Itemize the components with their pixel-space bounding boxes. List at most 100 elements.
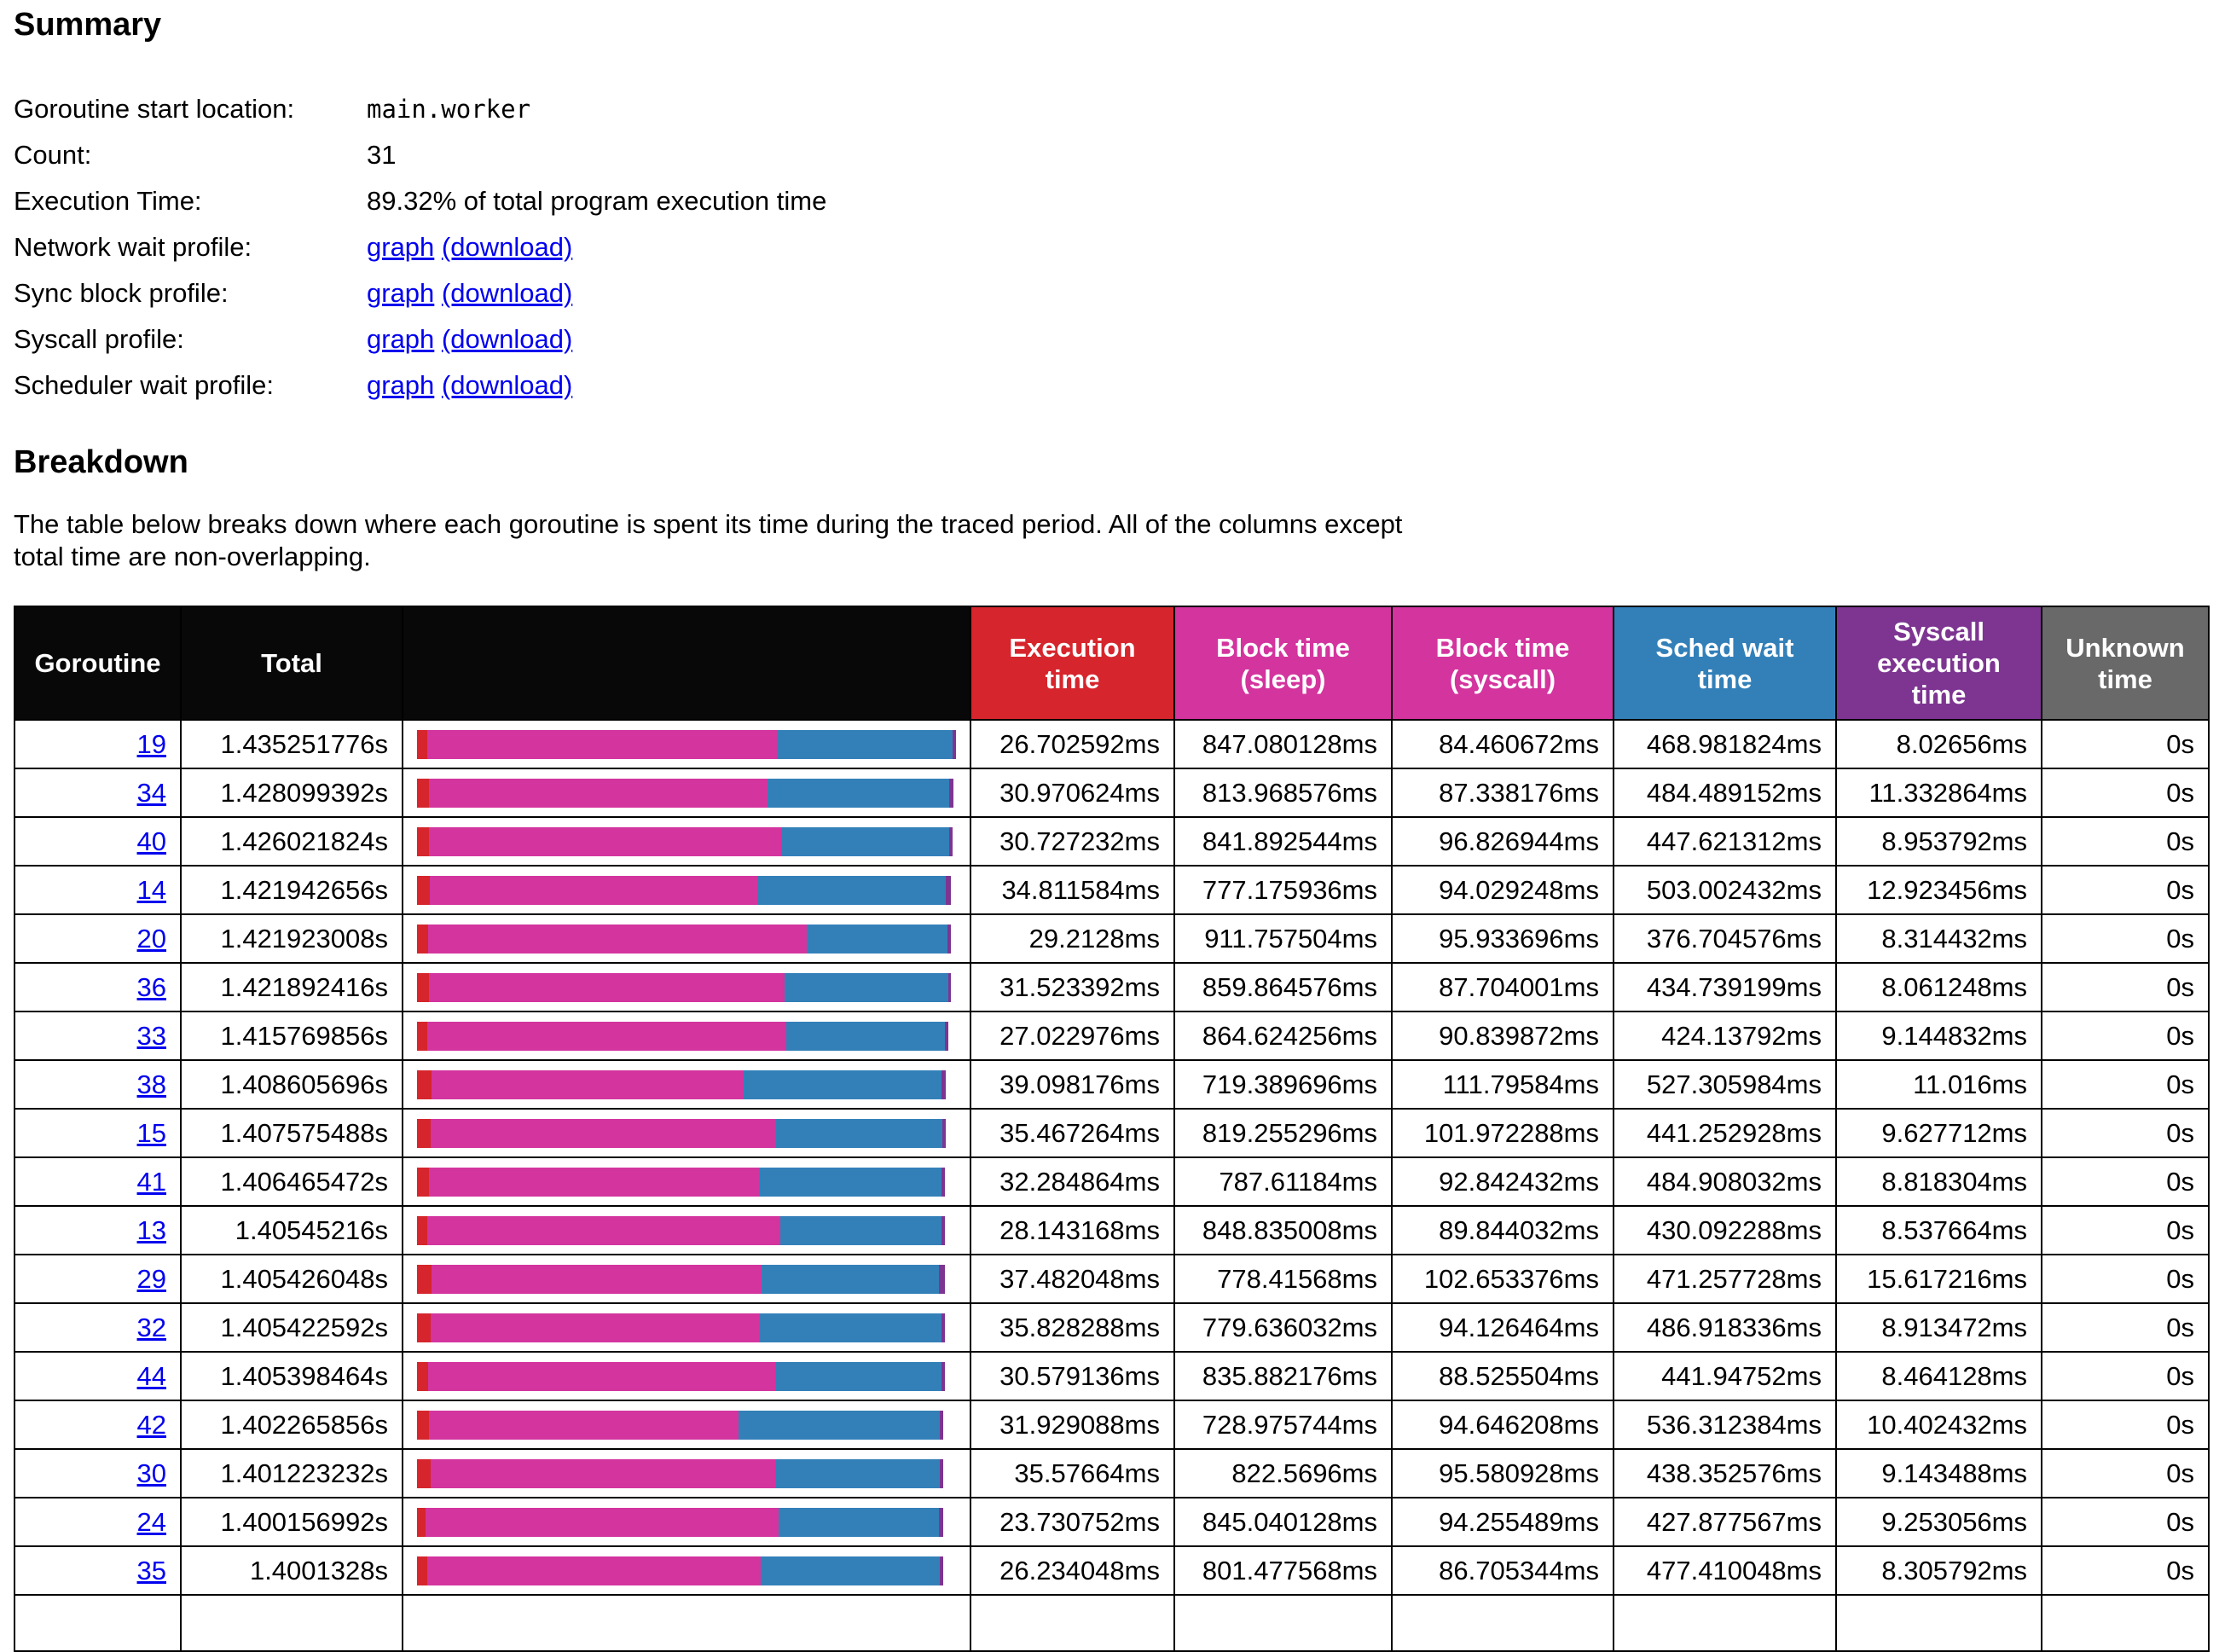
bar-cell <box>402 768 971 818</box>
goroutine-link[interactable]: 13 <box>136 1215 166 1245</box>
goroutine-cell: 34 <box>14 768 182 818</box>
scheduler-wait-graph-link[interactable]: graph <box>367 370 435 400</box>
block-time-sleep-cell: 845.040128ms <box>1173 1497 1393 1547</box>
execution-time-cell: 28.143168ms <box>970 1205 1175 1255</box>
goroutine-cell: 40 <box>14 816 182 867</box>
block-time-sleep-cell: 778.41568ms <box>1173 1254 1393 1304</box>
syscall-execution-time-cell: 8.818304ms <box>1835 1156 2042 1207</box>
goroutine-link[interactable]: 15 <box>136 1118 166 1148</box>
goroutine-link[interactable]: 24 <box>136 1507 166 1537</box>
goroutine-link[interactable]: 33 <box>136 1021 166 1051</box>
goroutine-link[interactable]: 32 <box>136 1313 166 1342</box>
execution-time-cell: 31.929088ms <box>970 1400 1175 1450</box>
goroutine-link[interactable]: 44 <box>136 1361 166 1391</box>
time-breakdown-bar <box>417 729 956 759</box>
block-syscall-bar-segment <box>721 875 757 905</box>
sched-wait-bar-segment <box>756 875 947 905</box>
total-cell: 1.421923008s <box>180 913 403 964</box>
syscall-execution-time-cell: 9.627712ms <box>1835 1108 2042 1158</box>
sched-wait-bar-segment <box>774 1458 940 1488</box>
total-cell: 1.405426048s <box>180 1254 403 1304</box>
bar-cell <box>402 1545 971 1596</box>
sched-wait-bar-segment <box>758 1313 941 1342</box>
total-cell: 1.4001328s <box>180 1545 403 1596</box>
execution-time-cell: 37.482048ms <box>970 1254 1175 1304</box>
breakdown-description: The table below breaks down where each g… <box>14 508 2219 573</box>
block-syscall-bar-segment <box>746 1215 780 1245</box>
goroutine-start-location-value: main.worker <box>367 95 531 124</box>
block-syscall-bar-segment <box>734 778 768 808</box>
sched-wait-time-cell: 503.002432ms <box>1613 865 1837 915</box>
goroutine-link[interactable]: 40 <box>136 826 166 856</box>
table-row: 19 1.435251776s 26.702592ms 847.080128ms… <box>14 719 2210 769</box>
summary-row-count: Count: 31 <box>14 132 826 178</box>
time-breakdown-bar <box>417 1215 956 1245</box>
goroutine-link[interactable]: 20 <box>136 924 166 954</box>
goroutine-cell: 24 <box>14 1497 182 1547</box>
syscall-exec-bar-segment <box>941 1313 945 1342</box>
goroutine-link[interactable]: 36 <box>136 972 166 1002</box>
block-time-sleep-cell: 777.175936ms <box>1173 865 1393 915</box>
sync-block-graph-link[interactable]: graph <box>367 278 435 308</box>
sync-block-download-link[interactable]: (download) <box>441 278 573 308</box>
table-row: 36 1.421892416s 31.523392ms 859.864576ms… <box>14 962 2210 1012</box>
goroutine-link[interactable]: 35 <box>136 1556 166 1585</box>
syscall-graph-link[interactable]: graph <box>367 324 435 354</box>
network-wait-download-link[interactable]: (download) <box>441 232 573 262</box>
syscall-exec-bar-segment <box>938 1264 945 1294</box>
summary-table: Goroutine start location: main.worker Co… <box>14 86 826 409</box>
block-syscall-bar-segment <box>751 1021 786 1051</box>
block-time-sleep-cell: 787.61184ms <box>1173 1156 1393 1207</box>
count-value: 31 <box>367 140 397 170</box>
execution-time-cell: 27.022976ms <box>970 1011 1175 1061</box>
scheduler-wait-download-link[interactable]: (download) <box>441 370 573 400</box>
block-sleep-bar-segment <box>426 729 745 759</box>
total-cell: 1.405422592s <box>180 1302 403 1353</box>
col-header-block-time-sleep: Block time (sleep) <box>1173 606 1393 721</box>
goroutine-cell: 15 <box>14 1108 182 1158</box>
sched-wait-time-cell: 471.257728ms <box>1613 1254 1837 1304</box>
block-sleep-bar-segment <box>426 1507 744 1537</box>
block-time-sleep-cell: 911.757504ms <box>1173 913 1393 964</box>
block-sleep-bar-segment <box>426 1556 728 1585</box>
syscall-download-link[interactable]: (download) <box>441 324 573 354</box>
block-time-syscall-cell: 88.525504ms <box>1391 1351 1614 1401</box>
network-wait-graph-link[interactable]: graph <box>367 232 435 262</box>
block-time-sleep-cell: 848.835008ms <box>1173 1205 1393 1255</box>
block-time-sleep-cell: 822.5696ms <box>1173 1448 1393 1498</box>
goroutine-link[interactable]: 14 <box>136 875 166 905</box>
syscall-execution-time-cell: 9.144832ms <box>1835 1011 2042 1061</box>
sched-wait-time-cell: 424.13792ms <box>1613 1011 1837 1061</box>
block-syscall-bar-segment <box>723 1264 762 1294</box>
summary-row-start-location: Goroutine start location: main.worker <box>14 86 826 132</box>
goroutine-link[interactable]: 29 <box>136 1264 166 1294</box>
sched-wait-bar-segment <box>776 729 953 759</box>
goroutine-link[interactable]: 42 <box>136 1410 166 1440</box>
block-syscall-bar-segment <box>701 1069 744 1099</box>
syscall-exec-bar-segment <box>947 924 952 954</box>
col-header-syscall-execution-time: Syscall execution time <box>1835 606 2042 721</box>
block-syscall-bar-segment <box>744 826 781 856</box>
goroutine-link[interactable]: 38 <box>136 1069 166 1099</box>
goroutine-link[interactable]: 41 <box>136 1167 166 1197</box>
block-sleep-bar-segment <box>430 875 722 905</box>
sched-wait-bar-segment <box>779 1507 940 1537</box>
syscall-execution-time-cell: 11.332864ms <box>1835 768 2042 818</box>
block-time-syscall-cell: 101.972288ms <box>1391 1108 1614 1158</box>
block-syscall-bar-segment <box>743 1507 779 1537</box>
time-breakdown-bar <box>417 1313 956 1342</box>
sched-wait-bar-segment <box>738 1410 940 1440</box>
total-cell: 1.408605696s <box>180 1059 403 1110</box>
goroutine-link[interactable]: 30 <box>136 1458 166 1488</box>
unknown-time-cell: 0s <box>2041 1545 2210 1596</box>
goroutine-link[interactable]: 34 <box>136 778 166 808</box>
total-cell: 1.401223232s <box>180 1448 403 1498</box>
goroutine-link[interactable]: 19 <box>136 729 166 759</box>
block-time-sleep-cell: 841.892544ms <box>1173 816 1393 867</box>
syscall-execution-time-cell: 8.953792ms <box>1835 816 2042 867</box>
execution-time-cell: 32.284864ms <box>970 1156 1175 1207</box>
time-breakdown-bar <box>417 1021 956 1051</box>
bar-cell <box>402 1351 971 1401</box>
time-breakdown-bar <box>417 1069 956 1099</box>
time-breakdown-bar <box>417 1410 956 1440</box>
